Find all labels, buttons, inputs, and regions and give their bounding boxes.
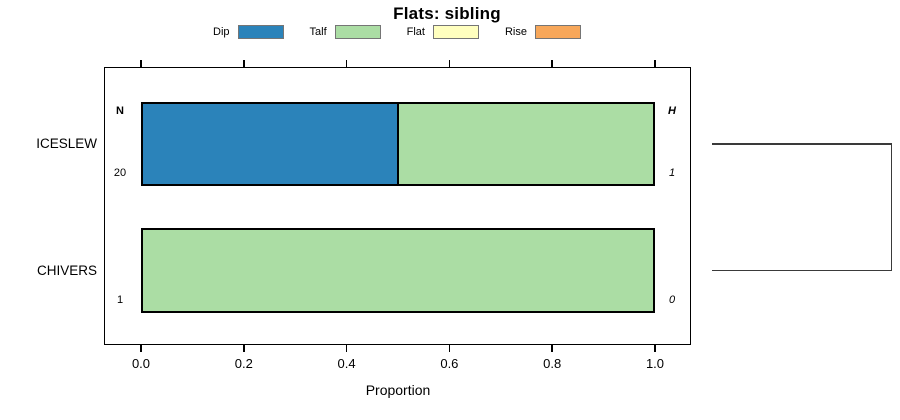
x-tick-label: 0.6 bbox=[440, 356, 459, 371]
left-value: 1 bbox=[116, 294, 124, 306]
legend-swatch-talf bbox=[334, 25, 381, 39]
bar-row-iceslew bbox=[141, 102, 655, 186]
x-axis-title: Proportion bbox=[365, 382, 431, 398]
x-tick-top bbox=[140, 60, 142, 67]
right-column-header: H bbox=[668, 105, 676, 117]
x-tick-bottom bbox=[448, 345, 451, 352]
x-tick-top bbox=[243, 60, 245, 67]
legend-item-rise: Rise bbox=[505, 25, 581, 39]
bar-segment-talf bbox=[143, 230, 653, 311]
x-tick-label: 0.4 bbox=[337, 356, 356, 371]
dendrogram-join bbox=[890, 144, 892, 271]
x-tick-bottom bbox=[654, 345, 656, 352]
category-label-chivers: CHIVERS bbox=[36, 262, 97, 278]
legend-item-dip: Dip bbox=[213, 25, 284, 39]
chart-title: Flats: sibling bbox=[393, 4, 501, 23]
legend: Dip Talf Flat Rise bbox=[104, 25, 690, 39]
x-tick-label: 0.2 bbox=[234, 356, 253, 371]
x-tick-top bbox=[448, 60, 451, 67]
legend-swatch-dip bbox=[237, 25, 284, 39]
legend-swatch-rise bbox=[535, 25, 581, 39]
left-column-header: N bbox=[116, 105, 124, 117]
plot-frame bbox=[104, 67, 691, 345]
legend-item-talf: Talf bbox=[310, 25, 381, 39]
legend-label: Talf bbox=[309, 26, 327, 38]
x-tick-label: 1.0 bbox=[645, 356, 665, 371]
legend-item-flat: Flat bbox=[407, 25, 479, 39]
bar-row-chivers bbox=[141, 228, 655, 313]
legend-label: Flat bbox=[406, 26, 425, 38]
right-value: 1 bbox=[668, 167, 676, 179]
bar-segment-dip bbox=[143, 104, 399, 184]
legend-label: Rise bbox=[504, 26, 527, 38]
x-tick-label: 0.8 bbox=[543, 356, 562, 371]
x-tick-top bbox=[345, 60, 348, 67]
x-tick-bottom bbox=[345, 345, 348, 352]
legend-label: Dip bbox=[213, 26, 230, 38]
x-tick-label: 0.0 bbox=[131, 356, 151, 371]
x-tick-bottom bbox=[551, 345, 553, 352]
x-tick-bottom bbox=[243, 345, 245, 352]
left-value: 20 bbox=[113, 167, 127, 179]
x-tick-top bbox=[551, 60, 553, 67]
x-tick-bottom bbox=[140, 345, 142, 352]
category-label-iceslew: ICESLEW bbox=[36, 136, 97, 151]
bar-segment-talf bbox=[399, 104, 653, 184]
x-tick-top bbox=[654, 60, 656, 67]
dendrogram-branch-top bbox=[712, 143, 892, 145]
right-value: 0 bbox=[668, 294, 676, 306]
legend-swatch-flat bbox=[432, 25, 479, 39]
dendrogram-branch-bottom bbox=[712, 269, 892, 272]
